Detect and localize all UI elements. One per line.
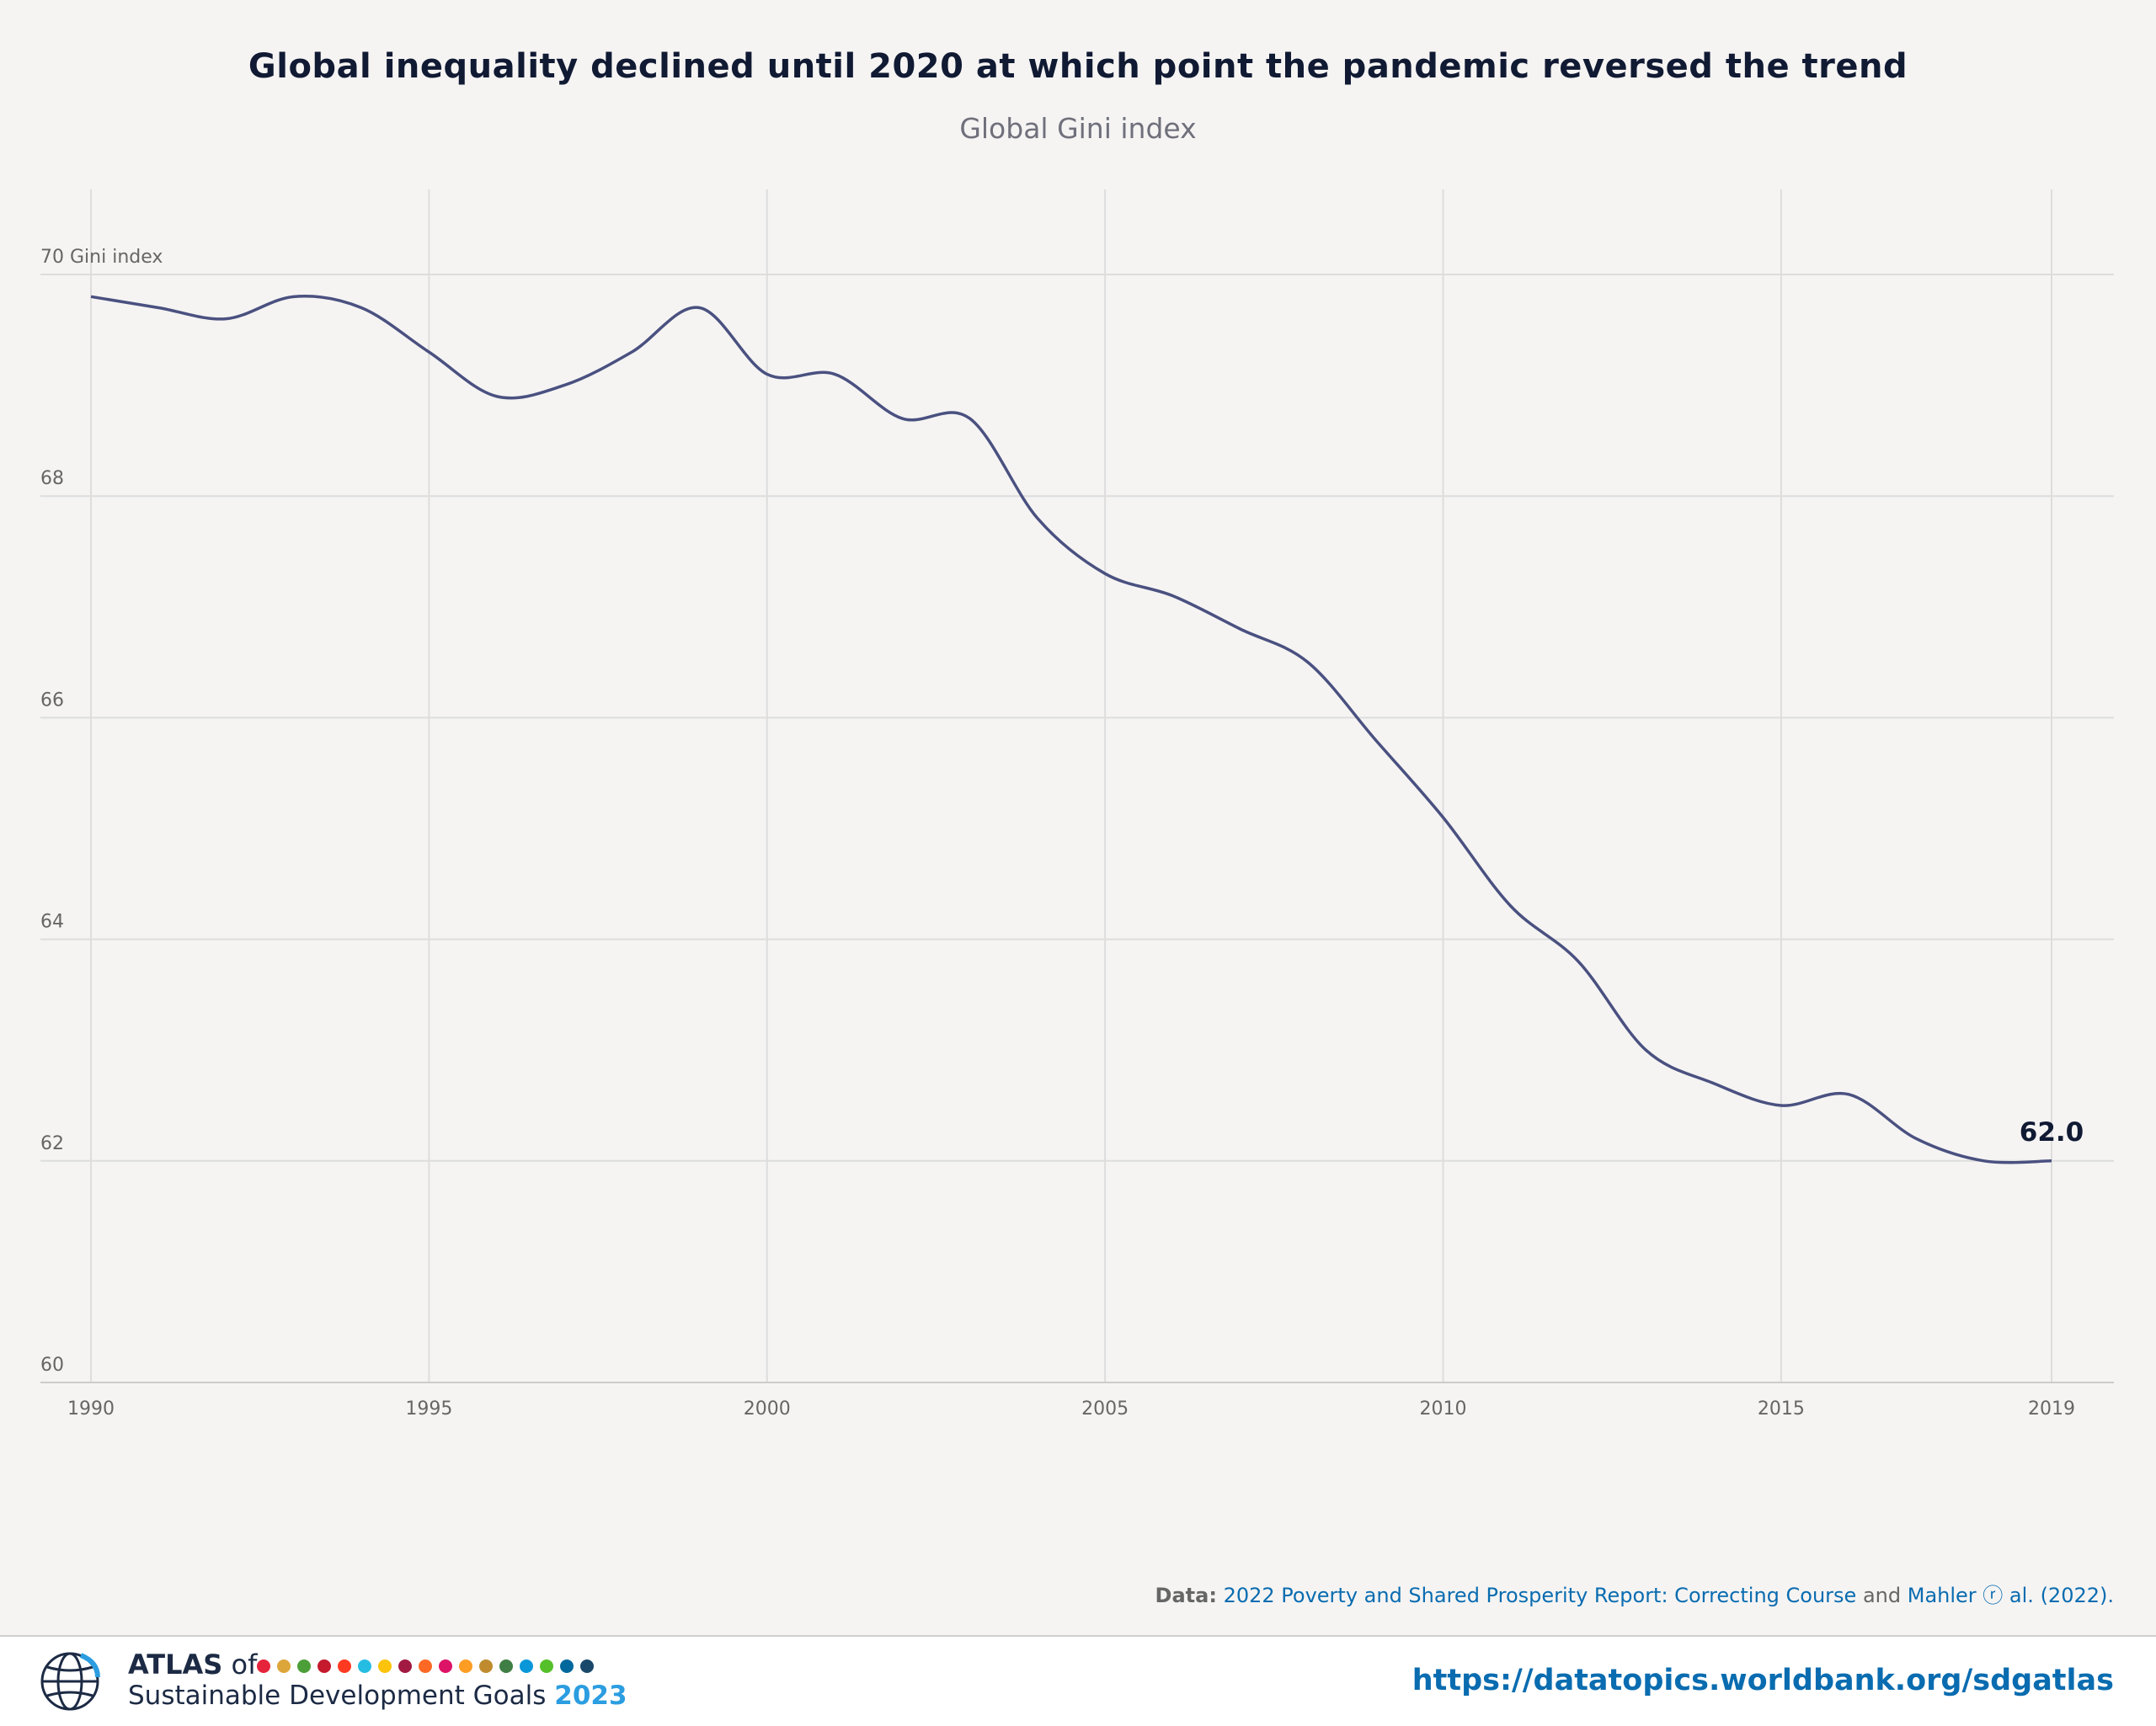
sdg-dot xyxy=(338,1659,351,1673)
x-tick-labels: 1990 1995 2000 2005 2010 2015 2019 xyxy=(67,1398,2075,1420)
sdg-dot xyxy=(439,1659,452,1673)
line-chart: 1990 1995 2000 2005 2010 2015 2019 60 62 64 66 68 7… xyxy=(40,189,2114,1420)
series-group xyxy=(90,295,2052,1164)
x-tick-label: 2005 xyxy=(1081,1398,1129,1420)
source-link-report[interactable]: 2022 Poverty and Shared Prosperity Repor… xyxy=(1223,1584,1857,1607)
x-tick-label: 1995 xyxy=(405,1398,452,1420)
x-gridlines xyxy=(90,189,2052,1382)
y-axis-unit-label: Gini index xyxy=(64,247,163,268)
source-note: Data: 2022 Poverty and Shared Prosperity… xyxy=(1155,1579,2114,1608)
sdg-dot xyxy=(297,1659,311,1673)
sdg-dot xyxy=(580,1659,594,1673)
x-tick-label: 2000 xyxy=(744,1398,791,1420)
sdg-dot xyxy=(378,1659,392,1673)
sdg-dot xyxy=(459,1659,472,1673)
sdg-dot xyxy=(479,1659,493,1673)
chart-subtitle: Global Gini index xyxy=(959,112,1197,145)
sdg-dot xyxy=(560,1659,574,1673)
y-gridlines xyxy=(40,274,2114,1383)
sdg-dot xyxy=(499,1659,513,1673)
y-tick-label: 66 xyxy=(40,690,64,711)
y-tick-label: 62 xyxy=(40,1133,64,1154)
sdg-color-dots xyxy=(257,1659,594,1673)
end-value-label: 62.0 xyxy=(2020,1117,2084,1148)
footer: ATLAS of Sustainable Development Goals 2… xyxy=(0,1635,2156,1726)
sdg-dot xyxy=(398,1659,412,1673)
chart-title: Global inequality declined until 2020 at… xyxy=(248,47,1908,86)
source-prefix: Data: xyxy=(1155,1584,1217,1607)
gini-series-line xyxy=(90,295,2052,1164)
y-tick-labels: 60 62 64 66 68 70 Gini index xyxy=(40,247,163,1376)
x-tick-label: 2010 xyxy=(1420,1398,1467,1420)
annotations: 62.0 xyxy=(2020,1117,2084,1148)
sdg-dot xyxy=(520,1659,533,1673)
atlas-subtitle: Sustainable Development Goals 2023 xyxy=(128,1681,627,1711)
y-tick-label: 60 xyxy=(40,1355,64,1376)
y-tick-label: 68 xyxy=(40,468,64,489)
sdg-dot xyxy=(277,1659,291,1673)
world-bank-globe-icon xyxy=(40,1652,100,1711)
y-tick-label: 64 xyxy=(40,912,64,933)
atlas-title: ATLAS of xyxy=(128,1649,257,1681)
sdg-dot xyxy=(257,1659,270,1673)
sdg-dot xyxy=(318,1659,331,1673)
y-tick-label: 70 Gini index xyxy=(40,247,163,268)
atlas-word: ATLAS xyxy=(128,1649,223,1681)
sdg-dot xyxy=(540,1659,553,1673)
source-and: and xyxy=(1862,1584,1902,1607)
x-tick-label: 2019 xyxy=(2028,1398,2075,1420)
source-link-mahler[interactable]: Mahler ⓡ al. (2022). xyxy=(1907,1584,2114,1607)
x-tick-label: 1990 xyxy=(67,1398,115,1420)
x-tick-label: 2015 xyxy=(1758,1398,1805,1420)
sdg-dot xyxy=(419,1659,432,1673)
atlas-sdg-text: Sustainable Development Goals xyxy=(128,1681,547,1711)
atlas-year: 2023 xyxy=(554,1681,627,1711)
sdg-dot xyxy=(358,1659,371,1673)
atlas-url-link[interactable]: https://datatopics.worldbank.org/sdgatla… xyxy=(1412,1664,2114,1697)
atlas-of: of xyxy=(231,1649,258,1681)
